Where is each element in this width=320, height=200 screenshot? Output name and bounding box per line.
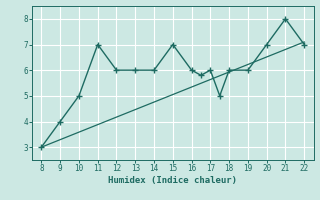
- X-axis label: Humidex (Indice chaleur): Humidex (Indice chaleur): [108, 176, 237, 185]
